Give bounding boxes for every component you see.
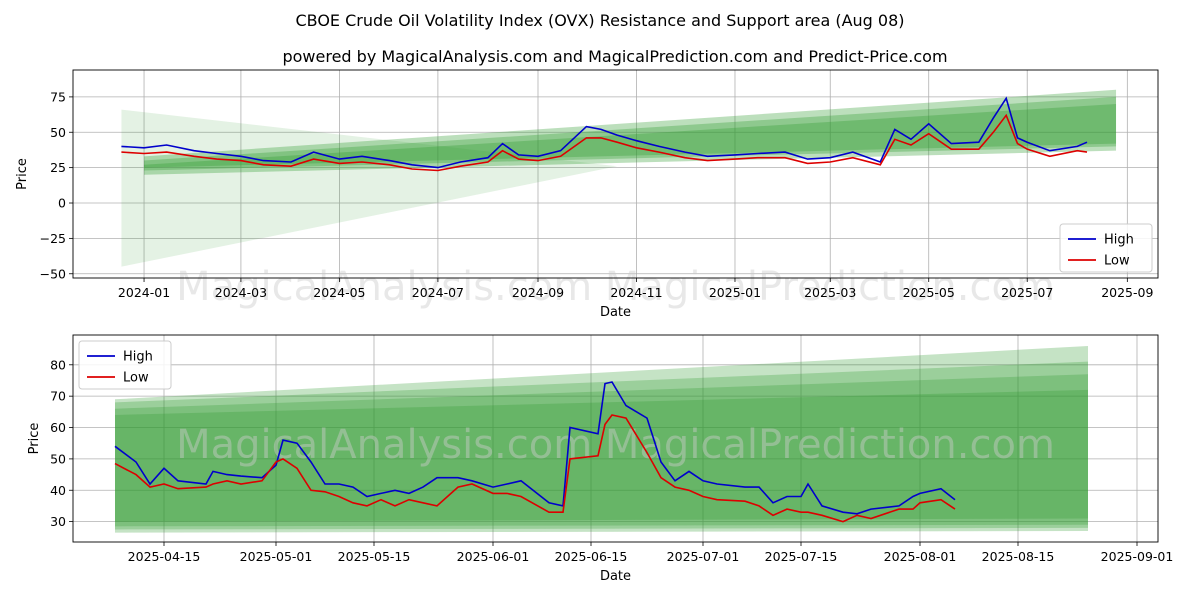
support-resistance-band bbox=[144, 96, 1117, 171]
x-tick-label: 2025-08-15 bbox=[982, 549, 1055, 564]
y-tick-label: 80 bbox=[50, 357, 66, 372]
y-tick-label: 50 bbox=[50, 451, 66, 466]
y-tick-label: 60 bbox=[50, 420, 66, 435]
x-tick-label: 2025-01 bbox=[709, 285, 761, 300]
y-tick-label: 75 bbox=[50, 89, 66, 104]
x-tick-label: 2025-03 bbox=[804, 285, 856, 300]
top-chart: MagicalAnalysis.com MagicalPrediction.co… bbox=[15, 69, 1159, 320]
support-resistance-band bbox=[115, 361, 1088, 530]
x-tick-label: 2025-07-01 bbox=[667, 549, 740, 564]
watermark: MagicalAnalysis.com MagicalPrediction.co… bbox=[176, 264, 1055, 310]
x-tick-label: 2025-04-15 bbox=[128, 549, 201, 564]
support-resistance-band bbox=[115, 374, 1088, 527]
x-tick-label: 2025-05 bbox=[903, 285, 955, 300]
plot-frame bbox=[72, 69, 1159, 279]
y-tick-label: −25 bbox=[40, 231, 66, 246]
bottom-chart: MagicalAnalysis.com MagicalPrediction.co… bbox=[27, 334, 1174, 584]
x-tick-label: 2024-11 bbox=[610, 285, 662, 300]
y-tick-label: 25 bbox=[50, 160, 66, 175]
watermark: MagicalAnalysis.com MagicalPrediction.co… bbox=[176, 422, 1055, 468]
x-tick-label: 2024-01 bbox=[118, 285, 170, 300]
x-tick-label: 2025-06-01 bbox=[457, 549, 530, 564]
support-resistance-band bbox=[144, 89, 1117, 175]
x-axis-label: Date bbox=[600, 305, 631, 320]
y-axis-label: Price bbox=[27, 423, 42, 455]
plot-frame bbox=[72, 334, 1159, 543]
x-tick-label: 2025-08-01 bbox=[884, 549, 957, 564]
legend-label-low: Low bbox=[1104, 254, 1130, 269]
legend: High Low bbox=[78, 340, 172, 390]
y-tick-label: −50 bbox=[40, 266, 66, 281]
x-tick-label: 2025-09-01 bbox=[1101, 549, 1174, 564]
x-tick-label: 2024-05 bbox=[313, 285, 365, 300]
x-tick-label: 2025-05-15 bbox=[338, 549, 411, 564]
series-low-line bbox=[121, 113, 1088, 172]
chart-subtitle: powered by MagicalAnalysis.com and Magic… bbox=[282, 47, 947, 66]
y-tick-label: 50 bbox=[50, 125, 66, 140]
x-tick-label: 2024-07 bbox=[412, 285, 464, 300]
y-tick-label: 0 bbox=[58, 196, 66, 211]
series-high-line bbox=[114, 381, 956, 515]
chart-title: CBOE Crude Oil Volatility Index (OVX) Re… bbox=[295, 11, 904, 30]
x-tick-label: 2024-09 bbox=[512, 285, 564, 300]
x-tick-label: 2025-05-01 bbox=[240, 549, 313, 564]
x-tick-label: 2024-03 bbox=[215, 285, 267, 300]
x-tick-label: 2025-06-15 bbox=[555, 549, 628, 564]
x-axis-label: Date bbox=[600, 569, 631, 584]
legend-label-high: High bbox=[123, 350, 153, 365]
series-low-line bbox=[114, 414, 956, 523]
x-tick-label: 2025-09 bbox=[1101, 285, 1153, 300]
prediction-fan bbox=[121, 109, 618, 267]
x-tick-label: 2025-07-15 bbox=[765, 549, 838, 564]
y-tick-label: 30 bbox=[50, 514, 66, 529]
legend-label-high: High bbox=[1104, 233, 1134, 248]
legend: High Low bbox=[1059, 223, 1153, 273]
y-tick-label: 70 bbox=[50, 389, 66, 404]
band-group bbox=[121, 89, 1117, 267]
y-axis-label: Price bbox=[15, 158, 30, 190]
support-resistance-band bbox=[144, 103, 1117, 168]
x-tick-label: 2025-07 bbox=[1001, 285, 1053, 300]
support-resistance-band bbox=[115, 389, 1088, 522]
series-high-line bbox=[121, 96, 1088, 169]
y-tick-label: 40 bbox=[50, 483, 66, 498]
legend-label-low: Low bbox=[123, 371, 149, 386]
